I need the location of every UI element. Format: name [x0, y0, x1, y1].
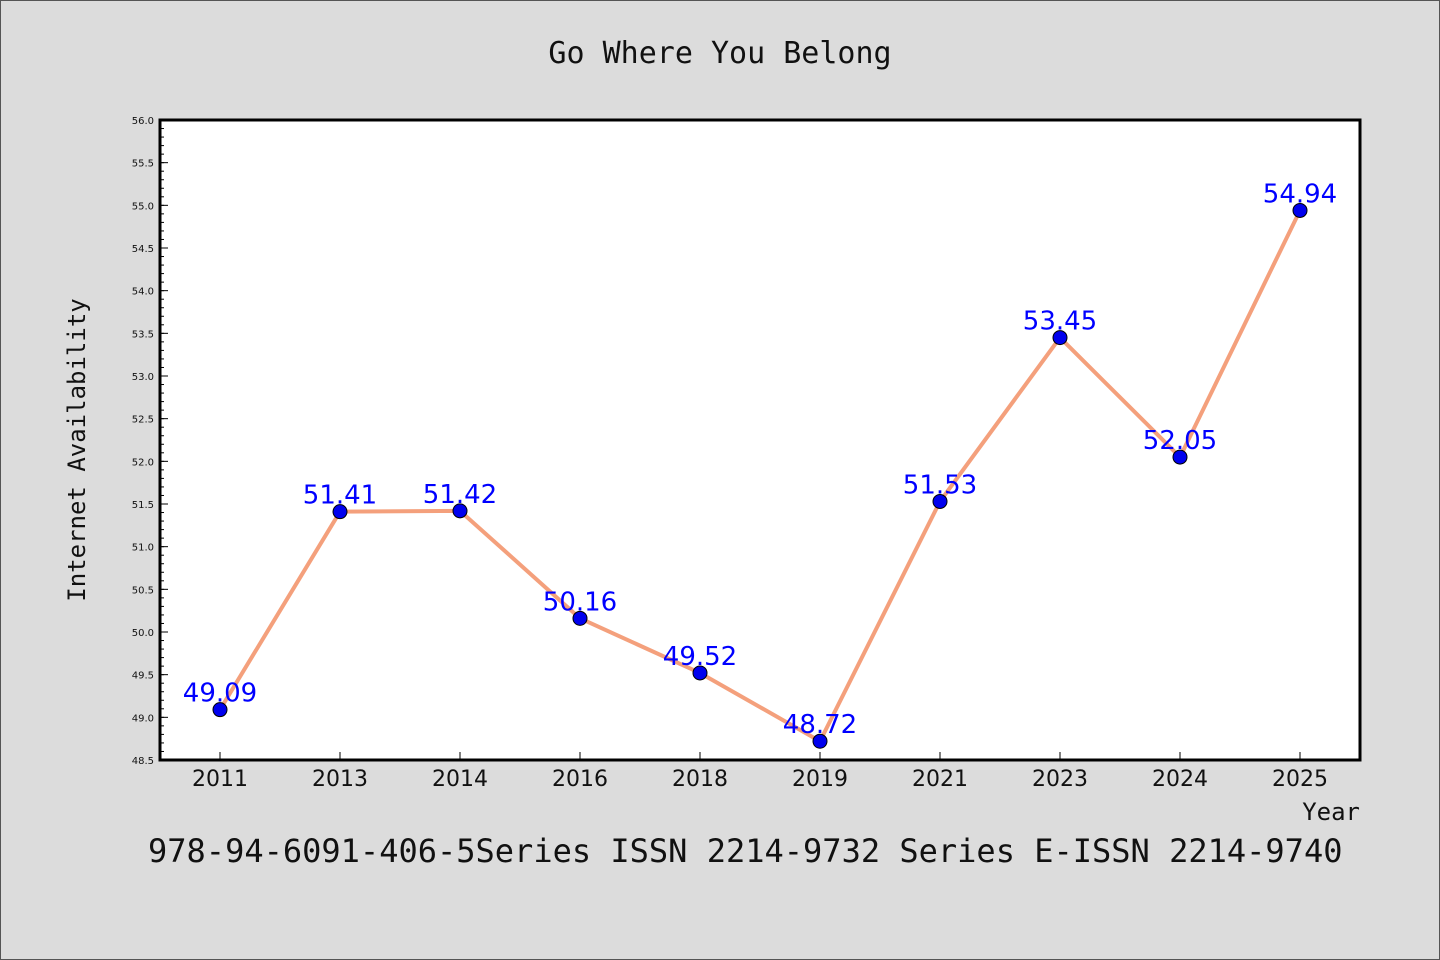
- y-tick-label: 52.0: [132, 457, 154, 468]
- x-axis: 2011 2013 2014 2016 2018 2019 2021 2023 2024 2025: [192, 752, 1328, 792]
- y-tick-label: 48.5: [132, 756, 154, 767]
- data-label: 51.53: [903, 470, 977, 500]
- data-points: [212, 202, 1308, 749]
- x-tick-label: 2018: [672, 767, 728, 792]
- x-tick-label: 2019: [792, 767, 848, 792]
- data-label: 53.45: [1023, 307, 1097, 337]
- data-labels: 49.09 51.41 51.42 50.16 49.52 48.72 51.53 53.45…: [183, 179, 1337, 740]
- data-label: 52.05: [1143, 426, 1217, 456]
- data-label: 51.41: [303, 481, 377, 511]
- data-label: 51.42: [423, 480, 497, 510]
- data-point: [572, 610, 588, 626]
- data-point: [812, 733, 828, 749]
- y-tick-label: 56.0: [132, 116, 154, 127]
- plot-border: [158, 118, 1362, 762]
- data-label: 50.16: [543, 587, 617, 617]
- y-tick-label: 54.5: [132, 244, 154, 255]
- data-label: 48.72: [783, 710, 857, 740]
- isbn-caption: 978-94-6091-406-5Series ISSN 2214-9732 S…: [148, 832, 1343, 870]
- y-tick-label: 53.5: [132, 329, 154, 340]
- y-tick-label: 53.0: [132, 372, 154, 383]
- data-point: [1172, 449, 1188, 465]
- y-tick-label: 49.0: [132, 713, 154, 724]
- data-label: 49.52: [663, 642, 737, 672]
- x-tick-label: 2021: [912, 767, 968, 792]
- y-tick-label: 50.5: [132, 585, 154, 596]
- x-tick-label: 2024: [1152, 767, 1208, 792]
- y-tick-label: 50.0: [132, 628, 154, 639]
- x-tick-label: 2025: [1272, 767, 1328, 792]
- y-tick-label: 52.5: [132, 415, 154, 426]
- x-tick-label: 2011: [192, 767, 248, 792]
- series-line-group: [218, 209, 1302, 744]
- data-label: 49.09: [183, 679, 257, 709]
- chart-title: Go Where You Belong: [548, 36, 892, 71]
- y-tick-label: 49.5: [132, 671, 154, 682]
- x-tick-label: 2016: [552, 767, 608, 792]
- data-point: [332, 504, 348, 520]
- x-axis-label: Year: [1302, 798, 1360, 826]
- y-axis-label: Internet Availability: [63, 298, 91, 601]
- x-tick-label: 2023: [1032, 767, 1088, 792]
- x-tick-label: 2013: [312, 767, 368, 792]
- data-point: [1052, 330, 1068, 346]
- y-tick-label: 51.5: [132, 500, 154, 511]
- plot-area: [160, 120, 1360, 760]
- y-tick-label: 51.0: [132, 543, 154, 554]
- y-axis: 48.5 49.0 49.5 50.0 50.5 51.0 51.5 52.0 52.5 53.0…: [132, 116, 168, 767]
- y-tick-label: 55.5: [132, 159, 154, 170]
- x-tick-label: 2014: [432, 767, 488, 792]
- data-point: [452, 503, 468, 519]
- data-label: 54.94: [1263, 179, 1337, 209]
- y-tick-label: 55.0: [132, 201, 154, 212]
- data-point: [1292, 202, 1308, 218]
- data-point: [932, 493, 948, 509]
- series-line: [218, 209, 1302, 744]
- data-point: [692, 665, 708, 681]
- data-point: [212, 702, 228, 718]
- y-tick-label: 54.0: [132, 287, 154, 298]
